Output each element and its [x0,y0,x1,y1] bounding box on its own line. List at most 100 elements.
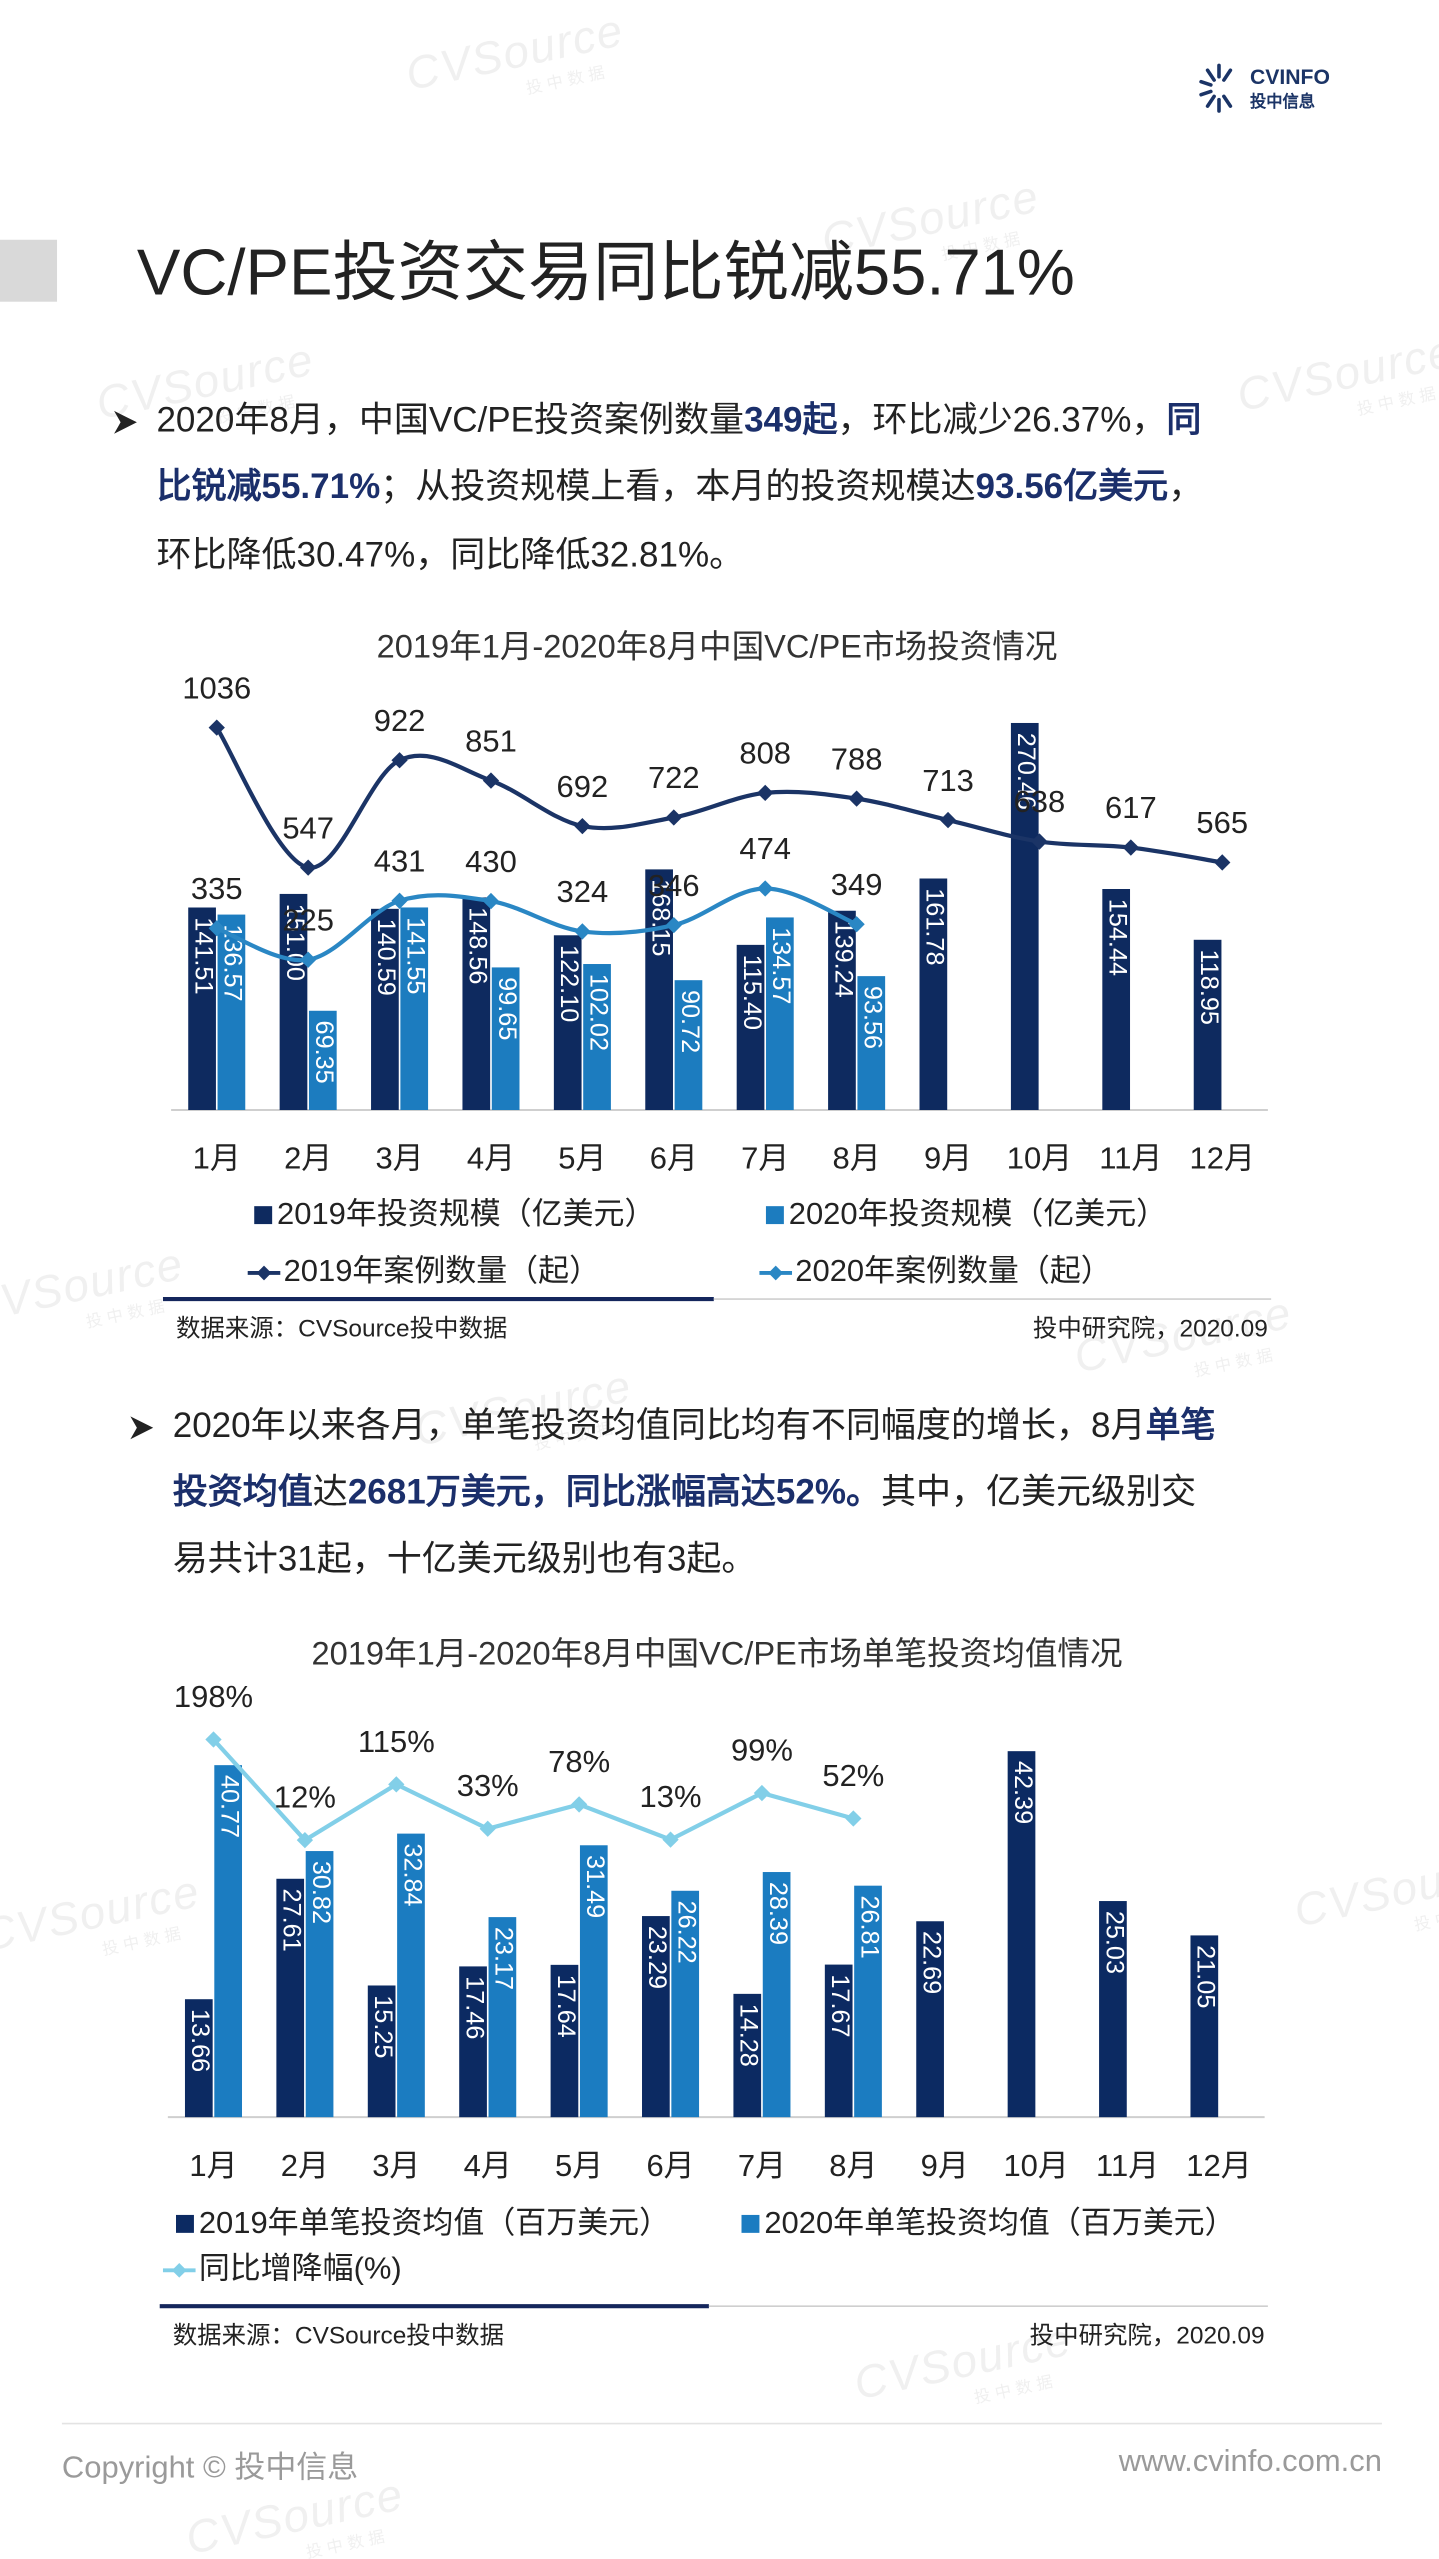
bar [184,1999,213,2118]
x-tick-label: 10月 [1007,1141,1072,1176]
line-marker [1122,839,1139,856]
bar-label: 15.25 [369,1995,397,2058]
bar-label: 23.17 [490,1927,518,1990]
bar-label: 25.03 [1100,1911,1128,1974]
bold-text: 349起 [744,401,838,440]
line-label: 12% [274,1780,336,1815]
x-tick-label: 2月 [281,2148,329,2183]
website: www.cvinfo.com.cn [1118,2443,1382,2478]
line-label: 565 [1196,805,1248,840]
line-marker [665,916,682,934]
x-tick-label: 12月 [1186,2148,1251,2183]
legend-swatch [176,2214,194,2233]
bar [1007,1751,1036,2118]
line [214,726,1223,870]
line-marker [171,2263,187,2278]
watermark: CVSource投中数据 [1070,1287,1297,1383]
x-tick-label: 4月 [464,2148,512,2183]
text: 2020年8月，中国VC/PE投资案例数量 [156,401,744,440]
line-label: 638 [1014,784,1066,819]
text: 其中，亿美元级别交 [881,1473,1196,1512]
x-tick-label: 9月 [924,1141,972,1176]
line-label: 808 [739,736,791,771]
bar-label: 134.57 [767,927,795,1004]
paragraph-line: 投资均值达2681万美元，同比涨幅高达52%。其中，亿美元级别交 [173,1473,1196,1512]
bar [645,869,673,1111]
bar-label: 17.46 [460,1976,488,2039]
chart-title: 2019年1月-2020年8月中国VC/PE市场单笔投资均值情况 [312,1635,1123,1672]
line-marker [479,1820,496,1837]
line-label: 547 [282,810,334,845]
line-marker [208,719,225,736]
bar-label: 21.05 [1192,1945,1220,2008]
publisher: 投中研究院，2020.09 [1030,2322,1265,2350]
line-marker [939,811,957,829]
watermark: CVSource投中数据 [401,4,628,100]
line-label: 349 [831,867,883,902]
bar-label: 28.39 [764,1882,792,1945]
line-marker [665,809,682,826]
source: 数据来源：CVSource投中数据 [176,1314,507,1342]
bar-label: 13.66 [186,2009,214,2072]
paragraph-line: 易共计31起，十亿美元级别也有3起。 [173,1540,757,1579]
bar-label: 26.22 [673,1901,701,1964]
bar-label: 115.40 [738,955,766,1030]
bar [371,908,399,1111]
bold-text: 单笔 [1146,1406,1216,1445]
bar-label: 93.56 [859,986,887,1049]
legend-swatch [254,1206,273,1225]
x-tick-label: 7月 [741,1141,789,1176]
line-marker [482,772,500,789]
x-tick-label: 11月 [1096,2148,1159,2183]
line-marker [300,859,317,876]
bar-label: 23.29 [643,1926,671,1989]
watermark: CVSource投中数据 [0,1238,188,1334]
line-label: 225 [282,902,334,937]
bar [279,893,308,1111]
bar [308,1010,337,1111]
bar [400,907,429,1111]
legend-label: 2019年投资规模（亿美元） [277,1196,655,1231]
bar-label: 118.95 [1195,950,1223,1025]
bar [276,1878,305,2118]
watermark: CVSource投中数据 [0,1865,204,1961]
line-label: 474 [739,831,791,866]
bar [671,1890,700,2118]
bold-text: ，同比涨幅高达52%。 [531,1473,881,1512]
x-tick-label: 8月 [829,2148,877,2183]
bar-label: 141.55 [402,917,430,994]
line-marker [570,1796,588,1813]
bar [733,1993,762,2118]
line-label: 33% [457,1768,519,1803]
x-tick-label: 6月 [646,2148,694,2183]
line-label: 13% [640,1779,702,1814]
bold-text: 投资均值 [173,1473,313,1512]
bar [762,1872,791,2118]
paragraph-line: 比锐减55.71%；从投资规模上看，本月的投资规模达93.56亿美元， [156,467,1203,506]
line-marker [205,1731,222,1748]
bar [642,1916,670,2118]
bar-label: 161.78 [921,888,949,965]
bar-label: 26.81 [855,1895,883,1958]
bar [488,1917,517,2118]
legend-swatch [741,2214,760,2233]
x-tick-label: 7月 [738,2148,786,2183]
watermark: CVSource投中数据 [1233,325,1439,421]
bar-label: 148.56 [464,907,492,984]
line-label: 788 [831,741,883,776]
line-marker [753,1784,771,1802]
bold-text: 比锐减55.71% [156,467,380,506]
bar [550,1964,579,2118]
x-tick-label: 2月 [284,1141,332,1176]
bar-label: 140.59 [372,919,400,996]
line-marker [296,1831,314,1849]
publisher: 投中研究院，2020.09 [1033,1314,1268,1342]
x-tick-label: 5月 [555,2148,603,2183]
bar-label: 102.02 [584,974,612,1051]
bar [491,967,520,1111]
bar [459,1966,487,2118]
bar [1099,1901,1127,2118]
line-label: 722 [648,760,700,795]
bar [919,878,948,1111]
